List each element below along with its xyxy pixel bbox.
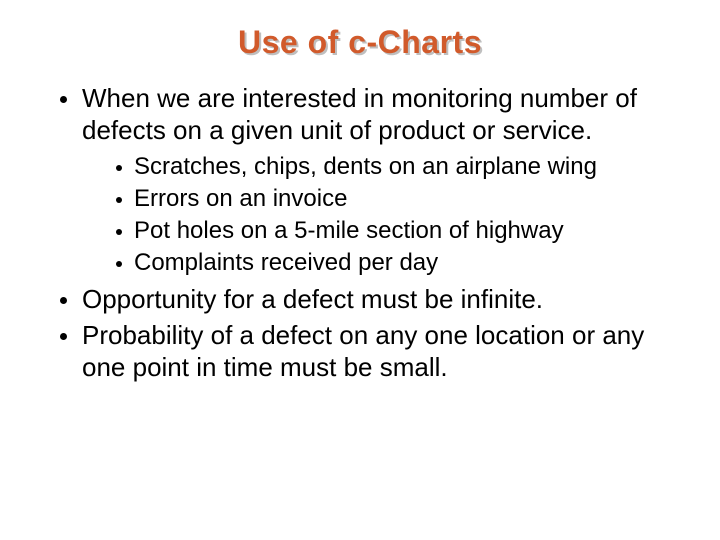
list-item: Opportunity for a defect must be infinit… (60, 284, 692, 316)
list-item: Errors on an invoice (116, 184, 692, 214)
list-item: Pot holes on a 5-mile section of highway (116, 216, 692, 246)
list-item-text: Errors on an invoice (134, 185, 347, 212)
slide: Use of c-Charts When we are interested i… (0, 0, 720, 540)
slide-title: Use of c-Charts (28, 24, 692, 61)
list-item: Scratches, chips, dents on an airplane w… (116, 152, 692, 182)
list-item: Probability of a defect on any one locat… (60, 320, 692, 383)
list-item-text: Complaints received per day (134, 249, 438, 276)
list-item-text: Probability of a defect on any one locat… (82, 320, 644, 382)
sub-bullet-list: Scratches, chips, dents on an airplane w… (116, 152, 692, 278)
list-item: When we are interested in monitoring num… (60, 83, 692, 278)
list-item-text: Scratches, chips, dents on an airplane w… (134, 153, 597, 180)
list-item: Complaints received per day (116, 248, 692, 278)
list-item-text: When we are interested in monitoring num… (82, 83, 637, 145)
list-item-text: Pot holes on a 5-mile section of highway (134, 217, 564, 244)
list-item-text: Opportunity for a defect must be infinit… (82, 284, 543, 314)
bullet-list: When we are interested in monitoring num… (60, 83, 692, 384)
